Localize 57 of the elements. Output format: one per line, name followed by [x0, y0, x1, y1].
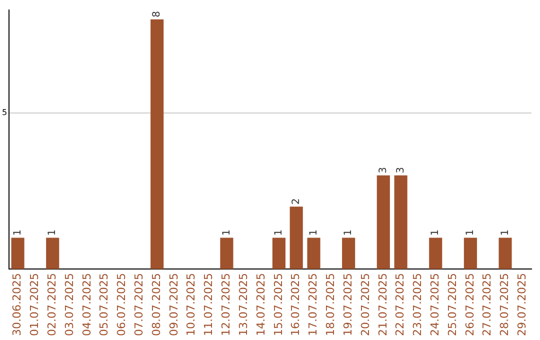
x-tick-label: 04.07.2025: [80, 273, 94, 336]
x-tick-label: 06.07.2025: [115, 273, 128, 336]
x-tick-label: 02.07.2025: [45, 273, 58, 336]
y-tick-label: 5: [2, 108, 8, 118]
data-label: 2: [290, 198, 302, 205]
x-tick-label: 10.07.2025: [184, 273, 198, 336]
x-tick-label: 27.07.2025: [480, 273, 494, 336]
bar: [342, 238, 356, 270]
x-tick-label: 18.07.2025: [324, 273, 338, 336]
bar: [11, 238, 24, 270]
x-tick-label: 28.07.2025: [498, 273, 512, 336]
data-label: 1: [274, 229, 285, 236]
x-tick-label: 22.07.2025: [394, 273, 407, 336]
x-tick-label: 08.07.2025: [150, 273, 163, 336]
data-label: 1: [308, 229, 320, 236]
bar: [394, 175, 408, 270]
x-tick-label: 16.07.2025: [289, 273, 302, 336]
data-label: 1: [47, 229, 58, 236]
x-tick-label: 19.07.2025: [341, 273, 354, 336]
x-tick-label: 07.07.2025: [132, 273, 146, 336]
x-tick-label: 30.06.2025: [10, 273, 24, 336]
data-label: 1: [430, 229, 442, 236]
data-label: 3: [378, 167, 389, 174]
x-tick-label: 09.07.2025: [167, 273, 180, 336]
x-tick-label: 05.07.2025: [98, 273, 111, 336]
data-label: 1: [12, 229, 24, 236]
bar: [464, 238, 477, 270]
bar: [429, 238, 442, 270]
data-label: 3: [395, 167, 406, 174]
data-label: 1: [221, 229, 232, 236]
x-tick-label: 24.07.2025: [428, 273, 442, 336]
data-label: 8: [152, 10, 163, 18]
bar: [272, 238, 286, 270]
x-tick-label: 13.07.2025: [236, 273, 250, 336]
x-tick-label: 25.07.2025: [446, 273, 459, 336]
x-tick-label: 26.07.2025: [463, 273, 476, 336]
bar: [290, 206, 303, 270]
x-tick-label: 20.07.2025: [358, 273, 372, 336]
data-label: 1: [500, 229, 511, 236]
bar: [150, 19, 164, 270]
x-tick-label: 01.07.2025: [28, 273, 42, 336]
x-tick-label: 12.07.2025: [220, 273, 233, 336]
x-tick-label: 29.07.2025: [516, 273, 529, 336]
bar: [220, 238, 234, 270]
bar: [307, 238, 320, 270]
bar: [376, 175, 390, 270]
x-tick-label: 11.07.2025: [202, 273, 216, 336]
x-tick-label: 14.07.2025: [254, 273, 268, 336]
bar: [498, 238, 512, 270]
x-tick-label: 21.07.2025: [376, 273, 390, 336]
data-label: 1: [465, 229, 476, 236]
x-tick-label: 23.07.2025: [411, 273, 424, 336]
x-tick-label: 17.07.2025: [306, 273, 320, 336]
x-tick-label: 15.07.2025: [272, 273, 285, 336]
data-label: 1: [343, 229, 354, 236]
bar: [46, 238, 60, 270]
x-tick-label: 03.07.2025: [62, 273, 76, 336]
